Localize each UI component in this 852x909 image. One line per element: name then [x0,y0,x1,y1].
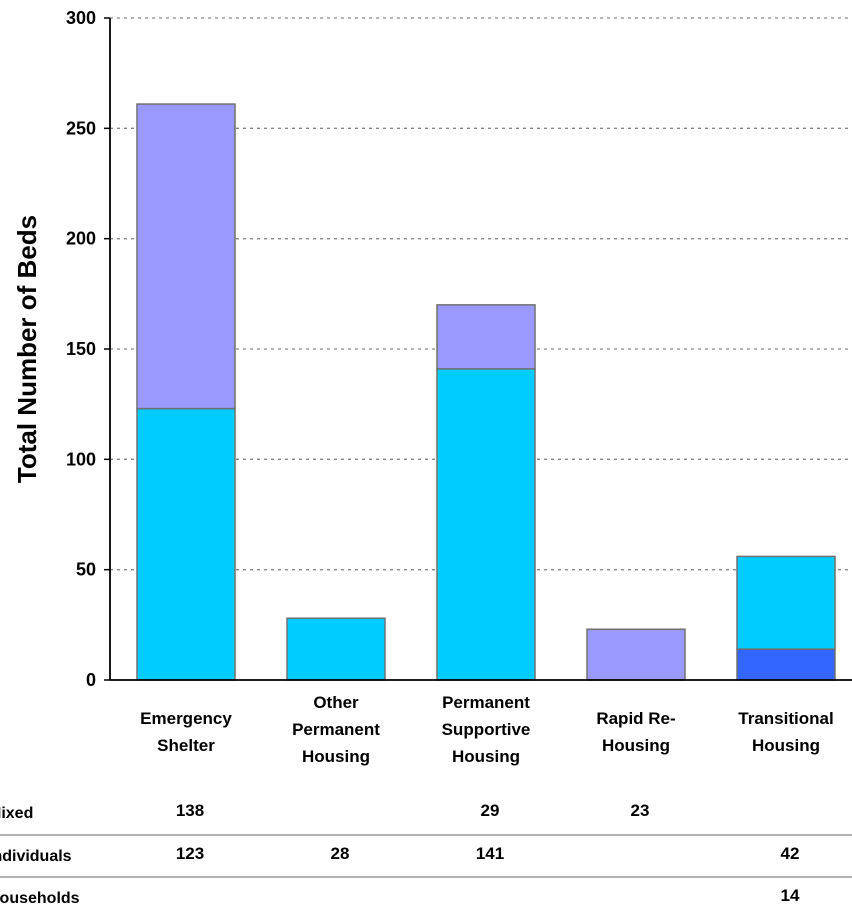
bar-individuals [286,617,386,681]
category-label: Housing [452,747,520,766]
category-label: Supportive [442,720,531,739]
category-label: Housing [752,736,820,755]
y-tick-label: 200 [66,229,96,249]
bar-mixed [136,103,236,410]
table-value: 138 [176,801,204,820]
table-row-label: Individuals [0,848,72,865]
bar-individuals [136,407,236,681]
bar-individuals [436,368,536,681]
table-value: 28 [331,844,350,863]
table-value: 14 [781,886,800,905]
category-label: Emergency [140,709,232,728]
y-axis-label: Total Number of Beds [12,215,42,483]
table-row-label: Mixed [0,805,33,822]
bar-households [736,648,836,681]
category-label: Rapid Re- [596,709,675,728]
table-value: 23 [631,801,650,820]
y-tick-label: 300 [66,8,96,28]
bar-mixed [436,304,536,370]
bar-mixed [586,628,686,681]
category-label: Transitional [738,709,833,728]
category-label: Housing [602,736,670,755]
category-label: Other [313,693,359,712]
y-tick-label: 150 [66,339,96,359]
table-row-label: Households [0,890,80,907]
table-value: 29 [481,801,500,820]
category-label: Shelter [157,736,215,755]
y-tick-label: 0 [86,670,96,690]
y-tick-label: 50 [76,560,96,580]
table-value: 141 [476,844,504,863]
category-label: Permanent [292,720,380,739]
y-tick-label: 100 [66,449,96,469]
bar-individuals [736,555,836,650]
table-value: 123 [176,844,204,863]
category-label: Housing [302,747,370,766]
category-label: Permanent [442,693,530,712]
y-tick-label: 250 [66,118,96,138]
table-value: 42 [781,844,800,863]
